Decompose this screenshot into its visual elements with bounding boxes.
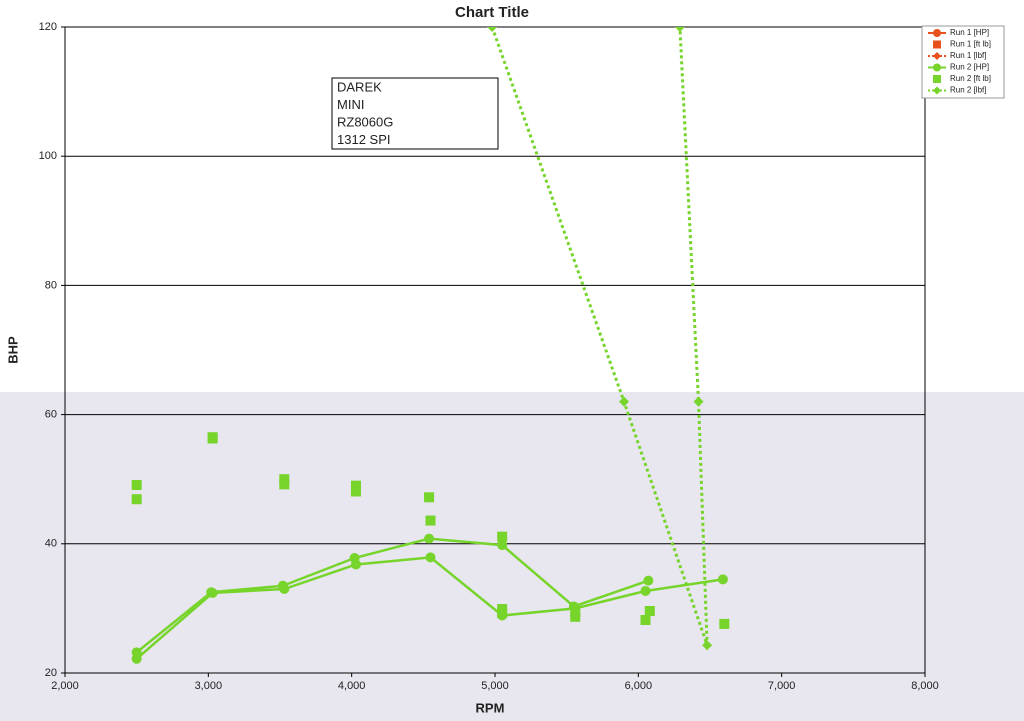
legend-marker <box>933 86 941 95</box>
data-point <box>279 479 290 490</box>
data-point <box>619 396 629 407</box>
background-panel <box>0 392 1024 721</box>
annotation-text: MINI <box>337 97 364 112</box>
data-point <box>131 480 142 491</box>
data-point <box>349 553 360 564</box>
data-point <box>424 492 435 503</box>
series-layer <box>131 27 730 664</box>
data-point <box>425 515 436 526</box>
x-tick-label: 7,000 <box>768 680 796 692</box>
y-tick-label: 20 <box>45 667 57 679</box>
data-point <box>279 474 290 485</box>
data-point <box>424 533 435 544</box>
data-point <box>350 480 361 491</box>
data-point <box>350 486 361 497</box>
x-axis-label: RPM <box>476 700 505 715</box>
data-point <box>640 585 651 596</box>
data-point <box>640 615 651 626</box>
data-point <box>487 27 498 32</box>
data-point <box>702 640 713 651</box>
data-point <box>497 531 508 542</box>
x-tick-label: 6,000 <box>625 680 653 692</box>
data-point <box>497 540 508 551</box>
x-tick-label: 2,000 <box>51 680 79 692</box>
data-point <box>674 27 685 32</box>
annotation-text: 1312 SPI <box>337 132 391 147</box>
data-point <box>719 618 730 629</box>
data-point <box>693 396 704 407</box>
x-tick-label: 3,000 <box>195 680 223 692</box>
data-point <box>643 575 654 586</box>
data-point <box>425 552 436 563</box>
data-point <box>570 606 581 617</box>
data-point <box>206 587 217 598</box>
legend-label: Run 1 [HP] <box>950 28 989 37</box>
x-tick-label: 8,000 <box>911 680 939 692</box>
data-point <box>207 433 218 444</box>
data-point <box>277 580 288 591</box>
legend-label: Run 2 [HP] <box>950 63 989 72</box>
data-point <box>497 607 508 618</box>
plot-area: 20 40 60 80 100 120 2,000 3,000 4,000 5,000 6,000 7… <box>39 21 939 692</box>
data-point <box>131 647 142 658</box>
legend-label: Run 2 [lbf] <box>950 86 986 95</box>
annotation-box <box>331 77 499 150</box>
data-point <box>570 611 581 622</box>
data-point <box>717 574 728 585</box>
legend-marker <box>933 29 941 37</box>
y-tick-label: 100 <box>39 150 57 162</box>
data-point <box>131 494 142 505</box>
legend <box>921 25 1005 99</box>
chart-title: Chart Title <box>455 4 529 21</box>
legend-marker <box>933 40 941 49</box>
annotation-text: DAREK <box>337 79 382 94</box>
legend-marker <box>933 75 941 83</box>
y-tick-label: 60 <box>45 409 57 421</box>
legend-marker <box>933 63 941 72</box>
x-tick-label: 5,000 <box>481 680 509 692</box>
legend-label: Run 1 [lbf] <box>950 51 986 60</box>
x-tick-label: 4,000 <box>338 680 366 692</box>
y-tick-label: 80 <box>45 279 57 291</box>
legend-label: Run 2 [ft lb] <box>950 74 991 83</box>
data-point <box>644 605 655 616</box>
legend-label: Run 1 [ft lb] <box>950 40 991 49</box>
y-tick-label: 120 <box>39 21 57 33</box>
legend-marker <box>933 52 941 60</box>
y-axis-label: BHP <box>5 336 20 364</box>
y-tick-label: 40 <box>45 538 57 550</box>
annotation-text: RZ8060G <box>337 114 393 129</box>
